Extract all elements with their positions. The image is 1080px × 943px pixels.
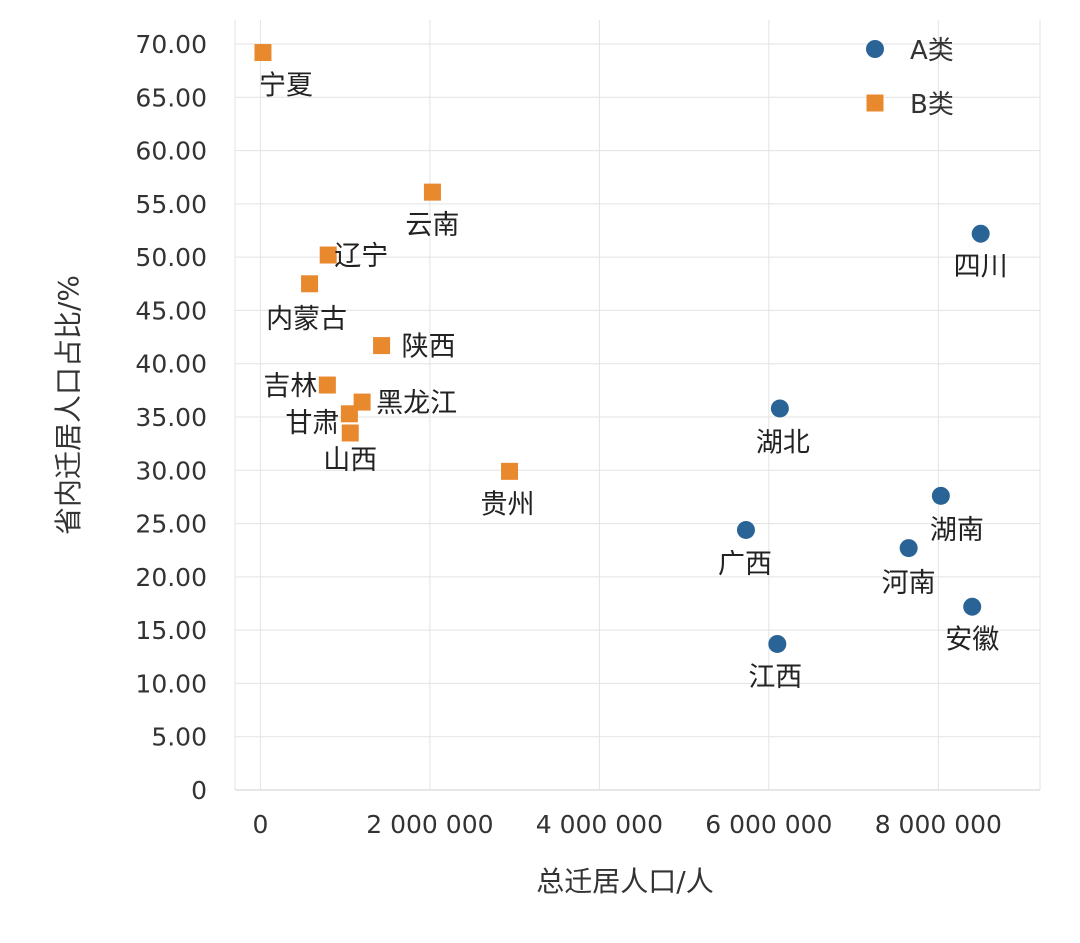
legend: A类 B类 <box>866 36 954 120</box>
point-label-四川: 四川 <box>954 252 1008 283</box>
point-云南 <box>423 183 441 201</box>
y-tick-label: 15.00 <box>135 616 207 645</box>
point-label-山西: 山西 <box>323 445 377 476</box>
y-tick-label: 70.00 <box>135 30 207 59</box>
y-tick-label: 30.00 <box>135 456 207 485</box>
point-label-湖北: 湖北 <box>756 427 810 458</box>
x-tick-label: 2 000 000 <box>366 810 493 839</box>
data-points <box>254 44 990 653</box>
y-tick-label: 35.00 <box>135 403 207 432</box>
y-tick-label: 5.00 <box>151 723 207 752</box>
point-label-云南: 云南 <box>405 210 459 241</box>
point-贵州 <box>501 462 519 480</box>
point-内蒙古 <box>301 275 319 293</box>
point-label-吉林: 吉林 <box>263 371 317 402</box>
point-label-宁夏: 宁夏 <box>259 71 313 102</box>
x-tick-label: 8 000 000 <box>875 810 1002 839</box>
y-tick-label: 60.00 <box>135 137 207 166</box>
y-tick-label: 45.00 <box>135 296 207 325</box>
point-湖北 <box>770 399 789 418</box>
y-tick-label: 25.00 <box>135 510 207 539</box>
point-安徽 <box>963 597 982 616</box>
y-tick-label: 65.00 <box>135 83 207 112</box>
point-吉林 <box>318 376 336 394</box>
x-tick-label: 6 000 000 <box>705 810 832 839</box>
grid-lines <box>234 20 1041 791</box>
point-label-辽宁: 辽宁 <box>334 241 388 272</box>
y-axis-ticks: 0 5.00 10.00 15.00 20.00 25.00 30.00 35.00 40.00… <box>135 30 207 805</box>
y-tick-label: 10.00 <box>135 669 207 698</box>
point-甘肃 <box>340 405 358 423</box>
point-四川 <box>971 224 990 243</box>
legend-label: B类 <box>910 90 954 120</box>
point-江西 <box>768 634 787 653</box>
y-tick-label: 40.00 <box>135 350 207 379</box>
point-广西 <box>736 520 755 539</box>
x-tick-label: 0 <box>252 810 268 839</box>
point-label-甘肃: 甘肃 <box>285 408 339 439</box>
y-tick-label: 50.00 <box>135 243 207 272</box>
point-label-江西: 江西 <box>748 662 802 693</box>
point-label-河南: 河南 <box>882 568 936 599</box>
point-label-湖南: 湖南 <box>930 515 984 546</box>
x-axis-label: 总迁居人口/人 <box>536 865 713 898</box>
y-tick-label: 55.00 <box>135 190 207 219</box>
point-label-广西: 广西 <box>718 549 772 580</box>
point-label-黑龙江: 黑龙江 <box>376 388 457 419</box>
point-湖南 <box>931 486 950 505</box>
point-辽宁 <box>319 246 337 264</box>
point-label-陕西: 陕西 <box>402 332 456 363</box>
x-axis-ticks: 0 2 000 000 4 000 000 6 000 000 8 000 000 <box>252 810 1001 839</box>
legend-marker-square <box>866 94 884 112</box>
y-tick-label: 0 <box>191 776 207 805</box>
point-山西 <box>341 424 359 442</box>
legend-marker-circle <box>866 40 884 58</box>
x-tick-label: 4 000 000 <box>536 810 663 839</box>
point-陕西 <box>373 337 391 355</box>
y-axis-label: 省内迁居人口占比/% <box>52 275 85 535</box>
y-tick-label: 20.00 <box>135 563 207 592</box>
point-河南 <box>899 539 918 558</box>
legend-label: A类 <box>910 36 954 66</box>
point-label-安徽: 安徽 <box>945 625 999 656</box>
point-label-贵州: 贵州 <box>481 489 535 520</box>
point-宁夏 <box>254 44 272 62</box>
point-label-内蒙古: 内蒙古 <box>266 304 347 335</box>
